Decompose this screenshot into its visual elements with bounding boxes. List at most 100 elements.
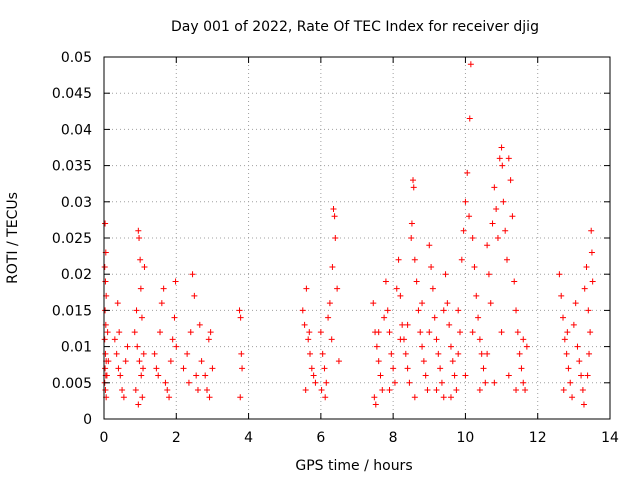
roti-data-point	[453, 387, 460, 394]
roti-data-point	[133, 307, 140, 314]
roti-data-point	[381, 314, 388, 321]
roti-data-point	[397, 292, 404, 299]
x-tick-label: 6	[316, 430, 325, 446]
roti-data-point	[487, 300, 494, 307]
roti-data-point	[431, 314, 438, 321]
y-tick-label: 0.035	[52, 159, 92, 175]
roti-data-point	[334, 285, 341, 292]
roti-data-point	[498, 144, 505, 151]
roti-data-point	[207, 329, 214, 336]
roti-data-point	[426, 242, 433, 249]
roti-data-point	[588, 227, 595, 234]
roti-data-point	[111, 336, 118, 343]
roti-data-point	[137, 256, 144, 263]
roti-data-point	[570, 321, 577, 328]
roti-data-point	[586, 350, 593, 357]
roti-data-point	[384, 307, 391, 314]
roti-data-point	[308, 365, 315, 372]
roti-data-point	[399, 321, 406, 328]
roti-data-point	[386, 387, 393, 394]
roti-data-point	[429, 285, 436, 292]
roti-data-point	[370, 300, 377, 307]
roti-data-point	[237, 314, 244, 321]
roti-data-point	[193, 372, 200, 379]
roti-data-point	[101, 336, 108, 343]
roti-data-point	[382, 278, 389, 285]
roti-data-point	[473, 292, 480, 299]
axis-ticks: 0 2 4 6 8 10 12 14 0 0.005 0.01 0.015 0.02 0.025 0.03 0…	[52, 50, 619, 446]
roti-data-point	[408, 220, 415, 227]
roti-data-point	[410, 184, 417, 191]
roti-data-point	[404, 365, 411, 372]
chart-title: Day 001 of 2022, Rate Of TEC Index for r…	[171, 19, 539, 35]
roti-data-point	[136, 235, 143, 241]
roti-data-point	[318, 387, 325, 394]
roti-data-point	[449, 358, 456, 365]
y-tick-label: 0	[83, 412, 92, 428]
roti-data-point	[103, 372, 110, 379]
roti-data-point	[372, 401, 379, 408]
y-tick-label: 0.015	[52, 303, 92, 319]
y-tick-label: 0.025	[52, 231, 92, 247]
roti-data-point	[397, 336, 404, 343]
roti-data-point	[377, 372, 384, 379]
roti-data-point	[139, 394, 146, 401]
roti-data-point	[331, 213, 338, 220]
roti-data-point	[335, 358, 342, 365]
roti-data-point	[166, 394, 173, 401]
roti-data-point	[307, 350, 314, 357]
roti-data-point	[117, 372, 124, 379]
roti-data-point	[120, 394, 127, 401]
roti-data-point	[514, 329, 521, 336]
roti-data-point	[194, 387, 201, 394]
roti-data-point	[491, 184, 498, 191]
roti-data-point	[153, 365, 160, 372]
roti-data-point	[560, 314, 567, 321]
roti-data-point	[520, 379, 527, 386]
roti-data-point	[446, 321, 453, 328]
roti-data-point	[466, 213, 473, 220]
roti-data-point	[162, 379, 169, 386]
roti-data-point	[476, 336, 483, 343]
roti-data-point	[173, 343, 180, 350]
roti-data-point	[447, 343, 454, 350]
roti-data-point	[509, 213, 516, 220]
roti-data-point	[462, 198, 469, 205]
roti-data-point	[505, 372, 512, 379]
roti-data-point	[406, 379, 413, 386]
roti-data-point	[134, 343, 141, 350]
y-tick-label: 0.045	[52, 86, 92, 102]
roti-data-point	[513, 307, 520, 314]
roti-data-point	[155, 372, 162, 379]
roti-data-point	[402, 350, 409, 357]
roti-data-point	[317, 329, 324, 336]
x-tick-label: 14	[601, 430, 619, 446]
roti-data-point	[558, 292, 565, 299]
x-tick-label: 8	[389, 430, 398, 446]
roti-data-point	[475, 314, 482, 321]
roti-data-point	[204, 387, 211, 394]
roti-data-point	[564, 329, 571, 336]
roti-data-point	[578, 372, 585, 379]
roti-data-point	[312, 379, 319, 386]
roti-data-point	[379, 387, 386, 394]
roti-data-point	[433, 387, 440, 394]
roti-data-point	[408, 235, 415, 241]
roti-data-point	[471, 263, 478, 270]
roti-data-point	[494, 235, 501, 241]
roti-data-point	[371, 394, 378, 401]
roti-data-point	[493, 206, 500, 213]
roti-data-point	[437, 365, 444, 372]
roti-data-point	[102, 220, 109, 227]
roti-data-point	[451, 372, 458, 379]
roti-data-point	[196, 321, 203, 328]
roti-data-point	[122, 358, 129, 365]
roti-data-point	[151, 350, 158, 357]
roti-data-point	[569, 394, 576, 401]
roti-data-point	[157, 329, 164, 336]
x-tick-label: 4	[244, 430, 253, 446]
roti-data-point	[478, 350, 485, 357]
roti-data-point	[102, 278, 109, 285]
roti-data-point	[332, 235, 339, 241]
